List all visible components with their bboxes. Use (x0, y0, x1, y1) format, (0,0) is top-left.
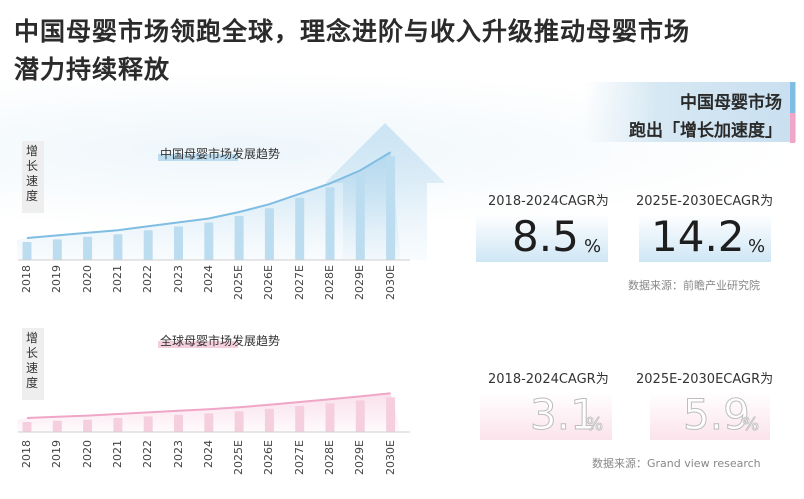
global-cagr1-unit: % (586, 414, 604, 436)
year-label: 2023 (171, 265, 185, 293)
year-label: 2020 (80, 440, 94, 468)
bar-2028E (325, 403, 335, 432)
bar-2025E (234, 216, 244, 260)
bar-2023 (174, 414, 183, 432)
year-label: 2029E (353, 265, 367, 300)
global-cagr1-value: 3.1 (530, 390, 598, 439)
china-chart (17, 123, 445, 261)
china-cagr1-value: 8.5 (512, 212, 579, 261)
trend-area (17, 152, 401, 260)
bar-2026E (264, 408, 274, 432)
badge-accent-blue (790, 82, 795, 113)
bar-2023 (174, 226, 183, 260)
bar-2027E (295, 197, 305, 260)
global-ylabel-char: 度 (26, 376, 39, 390)
year-label: 2026E (262, 265, 276, 300)
global-ylabel-box (22, 328, 44, 400)
china-cagr2-unit: % (748, 236, 766, 257)
china-ylabel-char: 速 (26, 174, 39, 188)
global-cagr1-label: 2018-2024CAGR为 (488, 372, 609, 387)
year-label: 2024 (201, 265, 215, 293)
bar-2022 (143, 416, 153, 432)
badge-line2: 跑出「增长加速度」 (629, 121, 782, 141)
trend-area (17, 393, 401, 432)
china-source: 数据来源：前瞻产业研究院 (628, 279, 760, 292)
bar-2024 (204, 222, 214, 260)
global-ylabel-char: 长 (26, 346, 39, 360)
year-label: 2028E (323, 265, 336, 300)
china-cagr2-box (639, 214, 771, 262)
year-label: 2025E (232, 440, 246, 475)
bar-2029E (355, 174, 365, 260)
year-label: 2028E (323, 440, 336, 475)
year-label: 2018 (20, 265, 33, 293)
global-chart-title: 全球母婴市场发展趋势 (160, 334, 281, 348)
page-title-line2: 潜力持续释放 (14, 55, 171, 84)
bar-2021 (113, 234, 123, 260)
bar-2029E (355, 400, 365, 432)
global-cagr2-box (650, 392, 770, 440)
china-chart-title: 中国母婴市场发展趋势 (160, 147, 281, 161)
china-title-highlight (158, 154, 238, 161)
global-source: 数据来源：Grand view research (592, 457, 761, 470)
year-label: 2024 (201, 440, 215, 468)
china-cagr2-value: 14.2 (651, 212, 745, 261)
global-ylabel-char: 增 (26, 331, 39, 345)
china-ylabel: 增 长 速 度 (26, 144, 40, 204)
year-label: 2018 (20, 440, 33, 468)
bar-2030E (386, 156, 396, 260)
global-cagr2-label: 2025E-2030ECAGR为 (636, 372, 774, 387)
year-label: 2027E (292, 265, 306, 300)
year-label: 2022 (141, 265, 155, 293)
year-label: 2020 (80, 265, 94, 293)
china-ylabel-char: 度 (26, 189, 39, 203)
china-cagr2-label: 2025E-2030ECAGR为 (636, 194, 774, 209)
year-label: 2019 (50, 440, 64, 468)
china-cagr1-box (476, 214, 608, 262)
badge-accent-pink (790, 113, 795, 143)
year-label: 2029E (353, 440, 367, 475)
bar-2021 (113, 418, 123, 432)
year-label: 2023 (171, 440, 185, 468)
year-label: 2019 (50, 265, 64, 293)
year-label: 2025E (232, 265, 246, 300)
global-cagr2-unit: % (742, 414, 760, 436)
page-title-line1: 中国母婴市场领跑全球，理念进阶与收入升级推动母婴市场 (14, 17, 691, 46)
global-cagr2-value: 5.9 (683, 390, 751, 439)
global-chart (17, 392, 410, 433)
bar-2019 (52, 239, 62, 260)
year-label: 2030E (383, 440, 397, 475)
global-ylabel: 增 长 速 度 (26, 331, 40, 391)
global-cagr1-box (480, 392, 612, 440)
trend-line (26, 392, 391, 419)
bar-2019 (52, 420, 62, 432)
year-label: 2021 (110, 440, 124, 468)
bar-2020 (83, 419, 93, 432)
bar-2022 (143, 230, 153, 260)
year-label: 2022 (141, 440, 155, 468)
china-ylabel-char: 长 (26, 159, 39, 173)
year-label: 2021 (110, 265, 124, 293)
bar-2018 (22, 242, 32, 260)
china-ylabel-char: 增 (26, 144, 39, 158)
bar-2027E (295, 406, 305, 432)
year-label: 2026E (262, 440, 276, 475)
trend-line (26, 151, 392, 239)
china-cagr1-label: 2018-2024CAGR为 (488, 194, 609, 209)
bar-2020 (83, 236, 93, 260)
year-label: 2030E (383, 265, 397, 300)
china-cagr1-unit: % (584, 236, 602, 257)
bar-2030E (386, 397, 396, 432)
year-label: 2027E (292, 440, 306, 475)
china-ylabel-box (22, 141, 44, 213)
badge-line1: 中国母婴市场 (680, 93, 782, 113)
global-title-highlight (158, 341, 238, 348)
bar-2028E (325, 187, 335, 260)
global-ylabel-char: 速 (26, 361, 39, 375)
bar-2024 (204, 413, 214, 432)
bar-2026E (264, 208, 274, 260)
bar-2018 (22, 422, 32, 432)
headline-badge (583, 82, 796, 142)
bar-2025E (234, 411, 244, 432)
